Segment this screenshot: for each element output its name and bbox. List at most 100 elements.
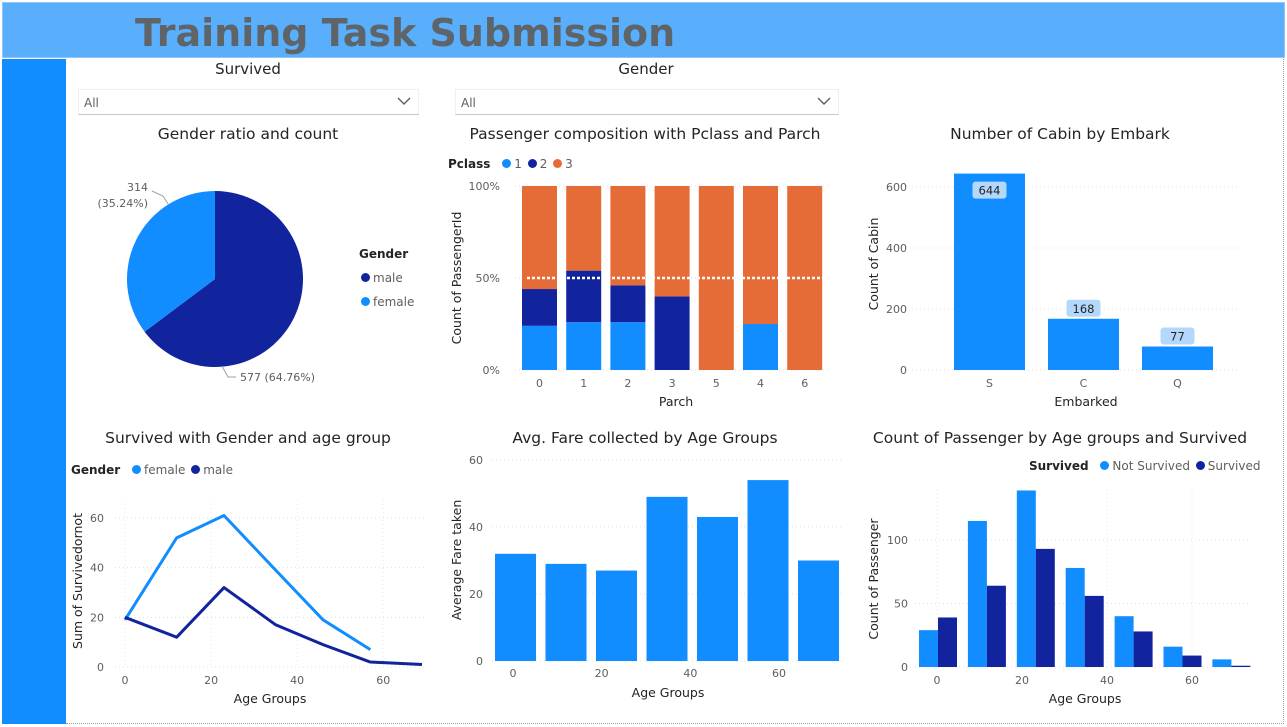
gender-slicer-value: All — [461, 96, 476, 110]
bar-survived-age-34.5 — [1084, 595, 1104, 667]
legend-item-male[interactable]: male — [189, 463, 233, 477]
bar-not-survived-age-34.5 — [1065, 567, 1085, 667]
x-tick-label: 5 — [713, 377, 720, 390]
pie-slice-female — [126, 190, 215, 332]
bar-survived-age-69 — [1231, 665, 1251, 667]
bar-survived-age-11.5 — [986, 585, 1006, 667]
bar-fare-age-57.5 — [747, 480, 789, 661]
legend-item-pclass-3[interactable]: 3 — [551, 157, 573, 171]
x-tick-label: 40 — [290, 674, 304, 687]
data-label: 77 — [1170, 330, 1185, 344]
legend-dot-icon — [553, 159, 563, 168]
legend-label: Not Survived — [1112, 459, 1190, 473]
legend-label: female — [373, 295, 415, 309]
legend-title: Pclass — [448, 157, 491, 171]
bar-fare-age-69 — [798, 560, 839, 661]
bar-fare-age-0 — [495, 553, 536, 661]
y-tick-label: 20 — [90, 611, 104, 624]
legend-item-female[interactable]: female — [130, 463, 185, 477]
pclass-parch-title: Passenger composition with Pclass and Pa… — [469, 125, 821, 143]
y-tick-label: 60 — [469, 454, 483, 467]
bar-embark-S — [954, 173, 1025, 370]
legend-item-pclass-2[interactable]: 2 — [526, 157, 548, 171]
legend-dot-icon — [1100, 461, 1110, 470]
x-tick-label: 60 — [376, 674, 390, 687]
legend-label: male — [203, 463, 233, 477]
x-tick-label: 0 — [510, 667, 517, 680]
data-label-box — [972, 181, 1007, 199]
pie-leader-line — [221, 365, 236, 378]
x-tick-label: 2 — [624, 377, 631, 390]
legend-item-survived[interactable]: Survived — [1194, 459, 1260, 473]
bar-not-survived-age-69 — [1212, 659, 1232, 667]
gender-pie-legend: Gender male female — [359, 247, 414, 309]
x-axis-label: Embarked — [1054, 394, 1117, 409]
y-tick-label: 20 — [469, 588, 483, 601]
legend-dot-icon — [361, 273, 370, 282]
legend-title: Gender — [71, 463, 121, 477]
bar-fare-age-34.5 — [646, 496, 688, 661]
survived-slicer-value: All — [84, 96, 99, 110]
legend-dot-icon — [527, 159, 537, 168]
bar-fare-age-11.5 — [545, 563, 587, 661]
pclass-legend: Pclass 1 2 3 — [448, 157, 573, 171]
bar-fare-age-46 — [697, 516, 738, 661]
chevron-down-icon — [397, 97, 411, 105]
bar-segment-parch-1-pclass-3 — [566, 186, 602, 271]
chevron-down-icon — [817, 97, 831, 105]
legend-label: 2 — [539, 157, 548, 171]
x-tick-label: 60 — [772, 667, 786, 680]
legend-dot-icon — [502, 159, 512, 168]
y-axis-label: Count of Passenger — [866, 518, 881, 640]
y-tick-label: 0 — [901, 661, 908, 674]
bar-segment-parch-0-pclass-1 — [522, 325, 557, 370]
gender-pie-title: Gender ratio and count — [157, 125, 339, 143]
legend-label: 3 — [565, 157, 573, 171]
bar-not-survived-age-11.5 — [967, 520, 987, 667]
y-tick-label: 0% — [483, 364, 500, 377]
x-tick-label: C — [1080, 377, 1088, 390]
bar-fare-age-23 — [596, 570, 637, 661]
legend-dot-icon — [361, 297, 370, 306]
bar-not-survived-age-46 — [1114, 616, 1134, 667]
survived-slicer-dropdown[interactable]: All — [78, 89, 419, 115]
pie-label-female-pct: (35.24%) — [97, 197, 148, 210]
gender-line-legend: Gender female male — [71, 463, 233, 477]
avg-fare-title: Avg. Fare collected by Age Groups — [512, 429, 778, 447]
legend-item-pclass-1[interactable]: 1 — [500, 157, 522, 171]
y-tick-label: 0 — [97, 661, 104, 674]
sidebar — [2, 59, 66, 724]
legend-item-not-survived[interactable]: Not Survived — [1098, 459, 1190, 473]
legend-dot-icon — [132, 465, 142, 474]
y-tick-label: 100% — [469, 180, 500, 193]
x-tick-label: 3 — [669, 377, 676, 390]
legend-label: female — [144, 463, 186, 477]
pie-label-male: 577 (64.76%) — [240, 371, 315, 384]
bar-survived-age-46 — [1133, 631, 1153, 667]
x-tick-label: 40 — [683, 667, 697, 680]
bar-segment-parch-0-pclass-2 — [522, 289, 557, 326]
bar-not-survived-age-0 — [919, 630, 938, 667]
x-tick-label: 0 — [122, 674, 129, 687]
x-tick-label: 20 — [204, 674, 218, 687]
legend-item-male[interactable]: male — [359, 271, 414, 285]
header-banner: Training Task Submission — [2, 2, 1285, 58]
line-series-female — [123, 514, 372, 651]
x-axis-label: Age Groups — [632, 685, 705, 700]
x-tick-label: 1 — [580, 377, 587, 390]
pie-label-female-count: 314 — [127, 181, 148, 194]
bar-segment-parch-2-pclass-2 — [610, 285, 646, 323]
x-tick-label: 6 — [801, 377, 808, 390]
gender-slicer-dropdown[interactable]: All — [455, 89, 839, 115]
legend-dot-icon — [1195, 461, 1205, 470]
legend-item-female[interactable]: female — [359, 295, 414, 309]
data-label-box — [1066, 299, 1101, 317]
bar-not-survived-age-23 — [1016, 490, 1036, 667]
y-axis-label: Count of PassengerId — [449, 212, 464, 345]
